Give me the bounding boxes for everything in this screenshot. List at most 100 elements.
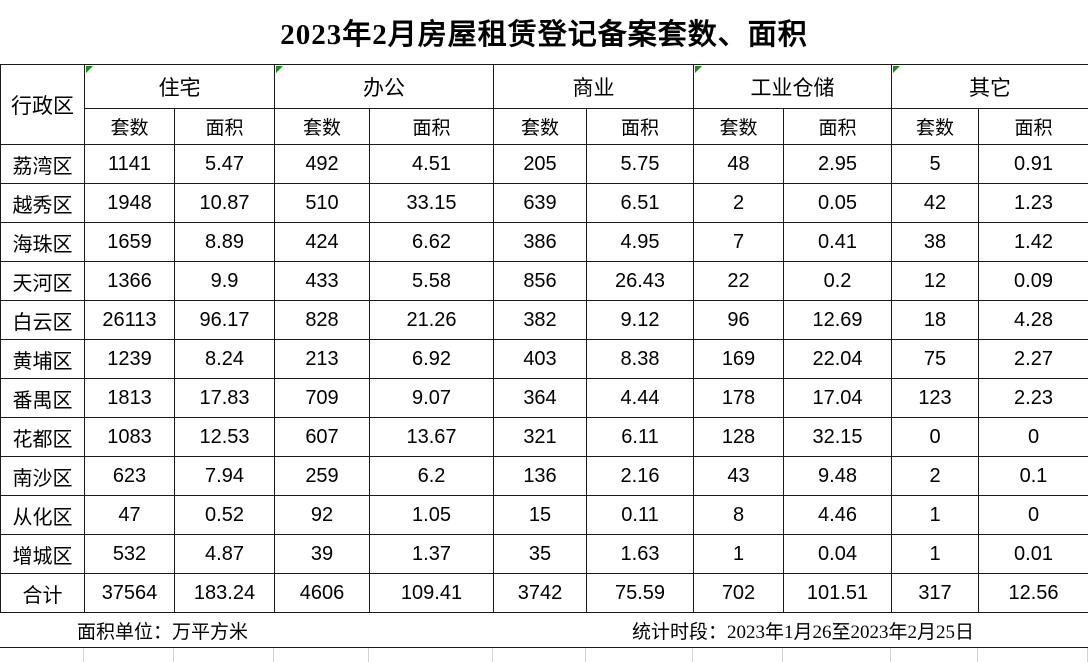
value-cell: 317	[891, 573, 979, 613]
value-cell: 702	[693, 573, 784, 613]
value-cell: 0.04	[783, 534, 892, 574]
value-cell: 169	[693, 339, 784, 379]
value-cell: 5.47	[174, 144, 275, 184]
value-cell: 4.28	[978, 300, 1088, 340]
value-cell: 101.51	[783, 573, 892, 613]
value-cell: 12.69	[783, 300, 892, 340]
table-row: 黄埔区 1239 8.24 213 6.92 403 8.38 169 22.04 75 2.27	[0, 339, 1088, 379]
table-row: 番禺区 1813 17.83 709 9.07 364 4.44 178 17.04 123 2.2…	[0, 378, 1088, 418]
value-cell: 0	[978, 417, 1088, 457]
value-cell: 109.41	[369, 573, 494, 613]
value-cell: 22.04	[783, 339, 892, 379]
value-cell: 510	[274, 183, 370, 223]
table-row: 荔湾区 1141 5.47 492 4.51 205 5.75 48 2.95 5 0.91	[0, 144, 1088, 184]
gridline	[977, 648, 978, 662]
value-cell: 39	[274, 534, 370, 574]
value-cell: 123	[891, 378, 979, 418]
value-cell: 33.15	[369, 183, 494, 223]
value-cell: 0.41	[783, 222, 892, 262]
value-cell: 205	[493, 144, 587, 184]
value-cell: 18	[891, 300, 979, 340]
value-cell: 6.51	[586, 183, 694, 223]
gridline	[585, 648, 586, 662]
value-cell: 709	[274, 378, 370, 418]
value-cell: 1813	[84, 378, 175, 418]
value-cell: 1659	[84, 222, 175, 262]
value-cell: 32.15	[783, 417, 892, 457]
value-cell: 382	[493, 300, 587, 340]
table-row: 合计 37564 183.24 4606 109.41 3742 75.59 702 101.5…	[0, 573, 1088, 613]
value-cell: 8.89	[174, 222, 275, 262]
header-cell-sub: 面积	[369, 108, 494, 145]
district-cell: 南沙区	[0, 456, 85, 496]
district-cell: 从化区	[0, 495, 85, 535]
value-cell: 856	[493, 261, 587, 301]
value-cell: 639	[493, 183, 587, 223]
value-cell: 35	[493, 534, 587, 574]
table-row: 越秀区 1948 10.87 510 33.15 639 6.51 2 0.05 42 1.23	[0, 183, 1088, 223]
value-cell: 828	[274, 300, 370, 340]
table-row: 从化区 47 0.52 92 1.05 15 0.11 8 4.46 1 0	[0, 495, 1088, 535]
header-cell-sub: 面积	[174, 108, 275, 145]
header-cell-group: 工业仓储	[693, 64, 892, 109]
district-cell: 增城区	[0, 534, 85, 574]
value-cell: 5.58	[369, 261, 494, 301]
value-cell: 4.87	[174, 534, 275, 574]
value-cell: 1	[891, 534, 979, 574]
value-cell: 623	[84, 456, 175, 496]
gridline	[692, 648, 693, 662]
value-cell: 364	[493, 378, 587, 418]
header-cell-district: 行政区	[0, 64, 85, 145]
value-cell: 43	[693, 456, 784, 496]
value-cell: 17.04	[783, 378, 892, 418]
value-cell: 92	[274, 495, 370, 535]
gridline	[492, 648, 493, 662]
value-cell: 9.12	[586, 300, 694, 340]
error-indicator-icon	[695, 66, 702, 73]
value-cell: 0	[891, 417, 979, 457]
value-cell: 0.05	[783, 183, 892, 223]
value-cell: 1.37	[369, 534, 494, 574]
value-cell: 9.48	[783, 456, 892, 496]
value-cell: 0.52	[174, 495, 275, 535]
error-indicator-icon	[86, 66, 93, 73]
value-cell: 532	[84, 534, 175, 574]
value-cell: 0.91	[978, 144, 1088, 184]
value-cell: 492	[274, 144, 370, 184]
header-cell-sub: 面积	[978, 108, 1088, 145]
value-cell: 21.26	[369, 300, 494, 340]
value-cell: 1	[693, 534, 784, 574]
value-cell: 7	[693, 222, 784, 262]
header-cell-group: 办公	[274, 64, 494, 109]
value-cell: 8.24	[174, 339, 275, 379]
value-cell: 6.92	[369, 339, 494, 379]
value-cell: 4.46	[783, 495, 892, 535]
header-cell-sub: 套数	[693, 108, 784, 145]
value-cell: 47	[84, 495, 175, 535]
value-cell: 0	[978, 495, 1088, 535]
gridline	[273, 648, 274, 662]
value-cell: 6.62	[369, 222, 494, 262]
footer-period-note: 统计时段：2023年1月26至2023年2月25日	[631, 621, 974, 643]
value-cell: 37564	[84, 573, 175, 613]
value-cell: 321	[493, 417, 587, 457]
header-row-subs: 套数 面积 套数 面积 套数 面积 套数 面积 套数 面积	[1, 108, 1088, 145]
value-cell: 10.87	[174, 183, 275, 223]
value-cell: 9.07	[369, 378, 494, 418]
value-cell: 38	[891, 222, 979, 262]
value-cell: 178	[693, 378, 784, 418]
value-cell: 15	[493, 495, 587, 535]
value-cell: 48	[693, 144, 784, 184]
header-cell-sub: 面积	[586, 108, 694, 145]
value-cell: 13.67	[369, 417, 494, 457]
table-header: 行政区 住宅 办公 商业 工业仓储 其它 套数 面积 套数 面积 套数 面积 套数 面积 套数 面积	[0, 64, 1088, 145]
value-cell: 26113	[84, 300, 175, 340]
value-cell: 1	[891, 495, 979, 535]
value-cell: 403	[493, 339, 587, 379]
value-cell: 8	[693, 495, 784, 535]
value-cell: 7.94	[174, 456, 275, 496]
value-cell: 4.95	[586, 222, 694, 262]
value-cell: 433	[274, 261, 370, 301]
value-cell: 386	[493, 222, 587, 262]
